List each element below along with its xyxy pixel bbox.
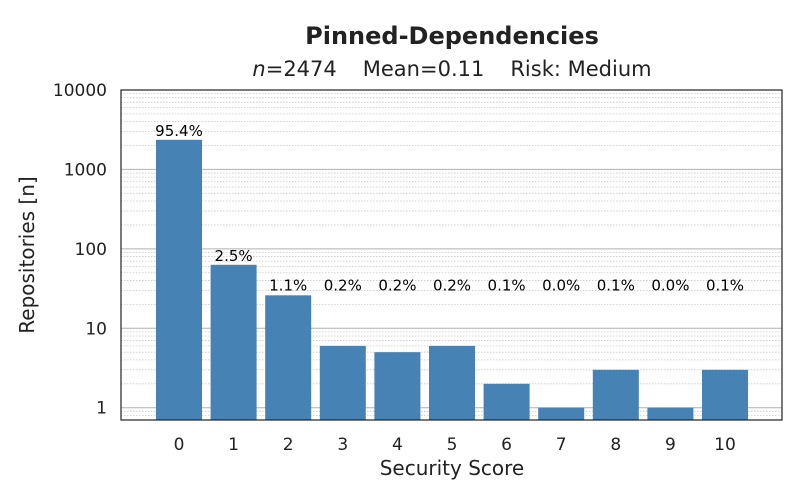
x-tick-label: 7 — [556, 435, 567, 455]
percent-label-0: 95.4% — [155, 122, 203, 140]
bar-score-9 — [647, 407, 694, 420]
x-tick-label: 4 — [392, 435, 403, 455]
x-tick-label: 3 — [337, 435, 348, 455]
chart-subtitle: n=2474 Mean=0.11 Risk: Medium — [252, 57, 651, 81]
x-tick-labels: 0 1 2 3 4 5 6 7 8 9 10 — [174, 435, 736, 455]
x-tick-label: 6 — [501, 435, 512, 455]
x-tick-label: 5 — [447, 435, 458, 455]
bar-score-8 — [592, 369, 639, 420]
y-tick-label: 1000 — [64, 160, 107, 180]
bar-score-1 — [210, 264, 257, 420]
percent-label-10: 0.1% — [706, 276, 744, 294]
subtitle-risk: Risk: Medium — [510, 57, 651, 81]
x-tick-label: 9 — [665, 435, 676, 455]
x-tick-label: 10 — [714, 435, 736, 455]
x-tick-label: 0 — [174, 435, 185, 455]
percent-label-8: 0.1% — [597, 276, 635, 294]
bar-score-4 — [374, 352, 421, 420]
y-axis-label: Repositories [n] — [15, 176, 39, 333]
subtitle-n-label: n — [252, 57, 265, 81]
bars — [156, 139, 748, 420]
plot-frame — [120, 89, 783, 421]
percent-label-1: 2.5% — [215, 247, 253, 265]
y-tick-label: 10000 — [53, 81, 107, 101]
subtitle-mean: Mean=0.11 — [363, 57, 485, 81]
percent-label-7: 0.0% — [542, 276, 580, 294]
percent-label-2: 1.1% — [269, 276, 307, 294]
x-axis-label: Security Score — [380, 456, 525, 480]
bar-score-0 — [156, 139, 202, 420]
subtitle-n-value: =2474 — [266, 57, 337, 81]
percent-label-5: 0.2% — [433, 276, 471, 294]
percent-label-4: 0.2% — [378, 276, 416, 294]
x-tick-label: 8 — [610, 435, 621, 455]
y-tick-label: 100 — [75, 240, 107, 260]
percent-label-3: 0.2% — [324, 276, 362, 294]
chart-title: Pinned-Dependencies — [305, 22, 599, 50]
bar-score-10 — [702, 369, 748, 420]
y-tick-labels: 1 10 100 1000 10000 — [53, 81, 107, 419]
percent-label-9: 0.0% — [651, 276, 689, 294]
x-tick-label: 1 — [228, 435, 239, 455]
data-labels: 95.4% 2.5% 1.1% 0.2% 0.2% 0.2% 0.1% 0.0% 0.1% 0.0… — [155, 122, 744, 295]
bar-score-5 — [429, 345, 475, 420]
bar-score-2 — [265, 295, 312, 420]
x-tick-label: 2 — [283, 435, 294, 455]
bar-score-3 — [319, 345, 366, 420]
y-tick-label: 10 — [85, 319, 107, 339]
bar-score-7 — [538, 407, 585, 420]
percent-label-6: 0.1% — [488, 276, 526, 294]
y-tick-label: 1 — [96, 399, 107, 419]
bar-score-6 — [483, 383, 530, 420]
